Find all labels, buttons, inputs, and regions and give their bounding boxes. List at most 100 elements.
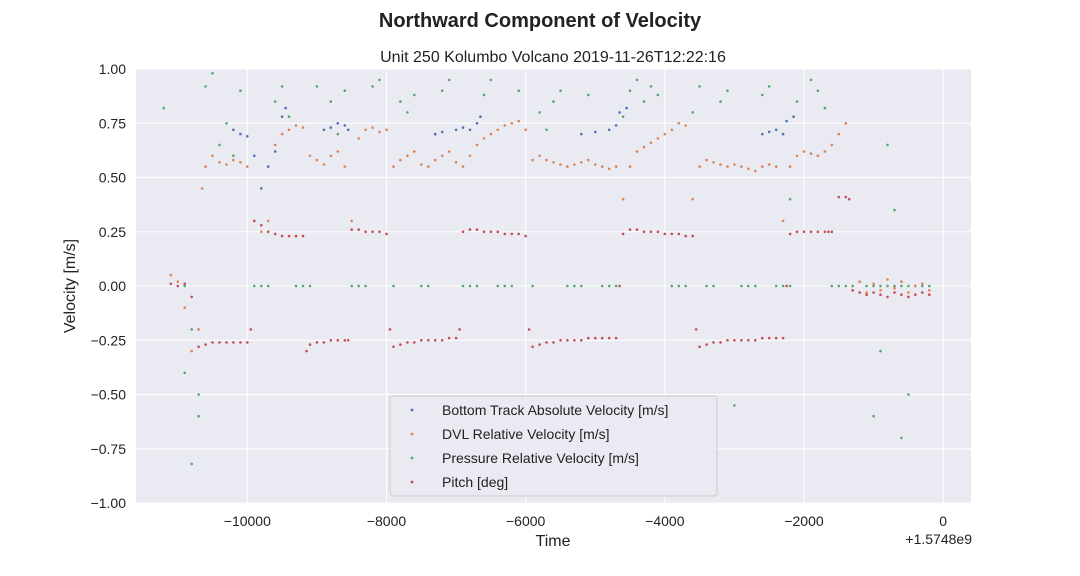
data-point: [406, 154, 409, 158]
x-tick-label: −10000: [224, 513, 271, 529]
legend-marker-pressure: [410, 456, 414, 460]
y-tick-label: 0.25: [99, 224, 126, 240]
data-point: [754, 169, 757, 173]
data-point: [573, 339, 576, 342]
data-point: [858, 291, 861, 294]
data-point: [357, 228, 361, 231]
data-point: [559, 163, 562, 166]
data-point: [294, 234, 298, 238]
data-point: [886, 284, 889, 288]
data-point: [475, 228, 479, 231]
data-point: [517, 119, 520, 123]
data-point: [211, 72, 214, 75]
data-point: [552, 100, 555, 103]
data-point: [628, 228, 632, 231]
data-point: [747, 339, 750, 342]
data-point: [211, 341, 214, 344]
data-point: [600, 336, 604, 340]
data-point: [788, 197, 792, 201]
data-point: [809, 78, 813, 82]
data-point: [378, 78, 381, 82]
data-point: [656, 137, 660, 140]
data-point: [531, 345, 534, 349]
data-point: [767, 163, 771, 166]
data-point: [482, 230, 486, 234]
data-point: [767, 85, 771, 88]
data-point: [580, 339, 583, 342]
data-point: [322, 163, 326, 166]
chart-subtitle: Unit 250 Kolumbo Volcano 2019-11-26T12:2…: [380, 49, 726, 66]
data-point: [266, 284, 270, 288]
data-point: [761, 93, 764, 97]
data-point: [249, 328, 253, 331]
data-point: [357, 284, 361, 288]
data-point: [872, 291, 875, 294]
data-point: [900, 293, 903, 297]
data-point: [440, 89, 444, 92]
data-point: [315, 85, 319, 88]
data-point: [388, 328, 392, 331]
data-point: [517, 232, 520, 236]
data-point: [733, 163, 736, 166]
data-point: [420, 339, 423, 342]
data-point: [503, 232, 507, 236]
data-point: [712, 284, 715, 288]
data-point: [684, 234, 687, 238]
data-point: [642, 145, 646, 149]
data-point: [510, 284, 514, 288]
data-point: [204, 85, 207, 88]
data-point: [907, 295, 910, 299]
data-point: [788, 165, 792, 168]
data-point: [830, 284, 834, 288]
data-point: [802, 230, 806, 234]
data-point: [183, 371, 186, 375]
data-point: [726, 339, 729, 342]
data-point: [761, 165, 764, 168]
data-point: [378, 230, 381, 234]
data-point: [315, 158, 319, 162]
data-point: [294, 284, 298, 288]
data-point: [246, 341, 249, 344]
data-point: [440, 154, 444, 158]
data-point: [204, 165, 207, 168]
data-point: [378, 130, 381, 134]
data-point: [809, 230, 813, 234]
data-point: [447, 336, 451, 340]
data-point: [461, 230, 465, 234]
y-tick-label: 0.75: [99, 115, 126, 131]
x-tick-label: −4000: [645, 513, 685, 529]
data-point: [851, 284, 854, 288]
legend-item: Pitch [deg]: [410, 474, 508, 490]
data-point: [767, 130, 771, 134]
data-point: [232, 154, 235, 158]
data-point: [726, 89, 729, 92]
data-point: [781, 132, 785, 136]
data-point: [329, 100, 333, 103]
data-point: [162, 106, 166, 110]
data-point: [844, 122, 848, 125]
data-point: [837, 195, 841, 199]
data-point: [433, 158, 437, 162]
data-point: [907, 284, 910, 288]
data-point: [614, 336, 618, 340]
legend-marker-pitch: [410, 480, 414, 484]
data-point: [531, 158, 534, 162]
data-point: [280, 85, 284, 88]
data-point: [176, 280, 180, 284]
data-point: [879, 284, 882, 288]
data-point: [691, 197, 694, 201]
data-point: [879, 289, 882, 292]
data-point: [726, 165, 729, 168]
data-point: [503, 284, 507, 288]
data-point: [844, 195, 848, 199]
data-point: [914, 293, 917, 297]
data-point: [694, 328, 698, 331]
data-point: [468, 284, 472, 288]
data-point: [200, 187, 204, 190]
data-point: [343, 89, 347, 92]
data-point: [781, 336, 785, 340]
data-point: [785, 119, 788, 123]
legend-item: Pressure Relative Velocity [m/s]: [410, 450, 639, 466]
data-point: [475, 122, 479, 125]
data-point: [260, 284, 263, 288]
